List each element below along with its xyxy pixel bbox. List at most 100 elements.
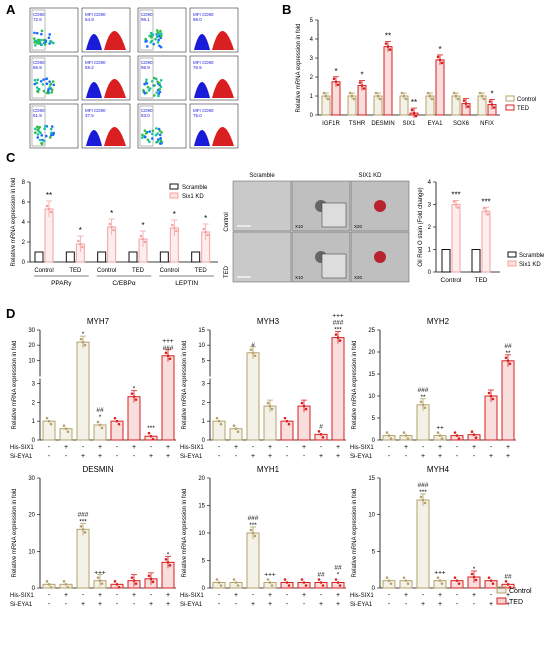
d-dots	[456, 434, 459, 437]
d-his-sign: -	[48, 444, 51, 451]
d-annotation: #	[319, 423, 323, 430]
d-bar	[77, 342, 89, 440]
cl-bar-scramble	[192, 252, 200, 262]
flow-dot	[142, 89, 145, 92]
d-dots	[386, 431, 389, 434]
d-y-tick-label: 5	[202, 559, 206, 565]
d-dots	[131, 392, 134, 395]
d-si-sign: +	[166, 601, 170, 608]
d-si-sign: -	[473, 601, 476, 608]
b-dots-control	[323, 92, 326, 95]
flow-dot	[144, 129, 147, 132]
d-dots	[237, 430, 240, 433]
flow-dot	[48, 80, 51, 83]
d-si-sign: -	[388, 453, 391, 460]
flow-dot	[37, 127, 40, 130]
cl-annotation: *	[110, 209, 113, 218]
d-annotation: +++	[162, 338, 174, 345]
d-dots	[424, 407, 427, 410]
flow-dot	[34, 44, 37, 47]
cl-bar-scramble	[129, 252, 137, 262]
d-his-sign: +	[268, 592, 272, 599]
cl-dots-six1kd	[202, 228, 205, 231]
d-dots	[99, 424, 102, 427]
d-y-label: Relative mRNA expression in fold	[182, 340, 188, 429]
flow-dot	[149, 41, 152, 44]
d-dots	[148, 432, 151, 435]
cl-dots-six1kd	[81, 246, 84, 249]
flow-dot	[143, 83, 146, 86]
d-y-tick-label: 0	[372, 438, 376, 444]
d-annotation: ###	[418, 387, 429, 394]
d-dots	[335, 578, 338, 581]
d-dots	[150, 435, 153, 438]
flow-cd90-value: 93.0	[141, 113, 150, 118]
d-dots	[424, 502, 427, 505]
b-dots-control	[351, 95, 354, 98]
flow-cd90-value: 98.1	[141, 17, 150, 22]
flow-mfi-value: 76.5	[193, 65, 202, 70]
d-row-his: His-SIX1	[180, 445, 204, 451]
flow-dot	[151, 80, 154, 83]
flow-dot	[42, 83, 45, 86]
flow-dot	[41, 143, 44, 146]
d-his-sign: +	[438, 592, 442, 599]
flow-dot	[40, 80, 43, 83]
cl-annotation: *	[173, 210, 176, 219]
cr-bar-scramble	[472, 250, 480, 273]
d-dots	[456, 579, 459, 582]
b-dots-control	[403, 95, 406, 98]
b-dots-control	[325, 95, 328, 98]
d-annotation: ***	[334, 327, 342, 334]
d-row-si: Si-EYA1	[180, 454, 203, 460]
d-his-sign: -	[456, 444, 459, 451]
d-dots	[473, 433, 476, 436]
d-bar	[247, 533, 259, 588]
b-dots-ted	[489, 100, 492, 103]
d-y-tick-label: 20	[198, 476, 205, 482]
d-annotation: +++	[434, 570, 446, 577]
cr-dots-six1kd	[483, 207, 486, 210]
d-dots	[339, 339, 342, 342]
b-dots-control	[429, 95, 432, 98]
cl-dots-six1kd	[46, 205, 49, 208]
b-dots-control	[479, 92, 482, 95]
d-y-tick-label: 0	[32, 586, 36, 592]
d-y-tick-label: 15	[368, 476, 375, 482]
cl-dots-six1kd	[112, 229, 115, 232]
d-dots	[403, 576, 406, 579]
d-dots	[318, 430, 321, 433]
d-y-tick-label: 30	[28, 476, 35, 482]
d-his-sign: +	[234, 444, 238, 451]
d-y-tick-label: 1	[32, 419, 36, 425]
d-dots	[475, 436, 478, 439]
d-bar	[281, 421, 293, 440]
d-dots	[148, 575, 151, 578]
flow-mfi-value: 88.0	[193, 17, 202, 22]
b-x-tick-label: SIX1	[402, 121, 416, 127]
flow-dot	[36, 79, 39, 82]
d-dots	[150, 578, 153, 581]
d-his-sign: +	[336, 444, 340, 451]
d-si-sign: -	[286, 601, 289, 608]
d-dots	[114, 417, 117, 420]
flow-mfi-value: 75.0	[193, 113, 202, 118]
cl-dots-six1kd	[110, 226, 113, 229]
d-bar	[247, 353, 259, 440]
flow-dot	[159, 30, 162, 33]
flow-dot	[153, 84, 156, 87]
flow-dot	[35, 40, 38, 43]
d-his-sign: -	[218, 592, 221, 599]
cr-legend-swatch-scramble	[508, 252, 516, 257]
b-dots-ted	[363, 87, 366, 90]
cl-x-tick-label: Control	[97, 268, 116, 274]
cl-dots-six1kd	[144, 241, 147, 244]
d-dots	[131, 576, 134, 579]
d-dots	[284, 578, 287, 581]
flow-dot	[45, 78, 48, 81]
d-dots	[84, 344, 87, 347]
flow-dot	[40, 134, 43, 137]
flow-dot	[159, 134, 162, 137]
d-his-sign: -	[150, 444, 153, 451]
